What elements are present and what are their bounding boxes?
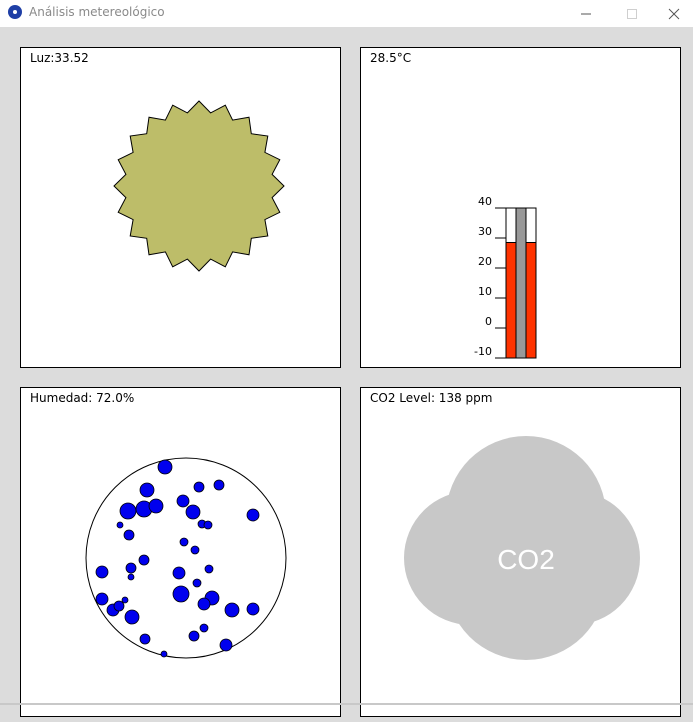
water-drop — [172, 566, 186, 580]
maximize-button[interactable] — [609, 0, 655, 27]
thermometer-core — [515, 207, 527, 359]
tick-label: 0 — [485, 315, 492, 328]
temperature-label: 28.5°C — [370, 51, 412, 65]
tick-label: 40 — [478, 195, 492, 208]
window-title: Análisis metereológico — [29, 5, 165, 19]
title-bar: Análisis metereológico — [0, 0, 693, 27]
light-label: Luz:33.52 — [30, 51, 89, 65]
water-drop — [190, 545, 200, 555]
water-drop — [224, 602, 240, 618]
water-drop — [197, 597, 211, 611]
close-button[interactable] — [654, 0, 693, 27]
window-bottom-edge — [0, 703, 693, 705]
tick-label: 20 — [478, 255, 492, 268]
water-drop — [123, 529, 135, 541]
water-drop — [246, 602, 260, 616]
app-icon — [8, 5, 22, 19]
water-drop — [199, 623, 209, 633]
water-drop — [125, 562, 137, 574]
water-drop — [121, 596, 129, 604]
maximize-icon — [627, 8, 637, 19]
humidity-label: Humedad: 72.0% — [30, 391, 135, 405]
tick-label: 10 — [478, 285, 492, 298]
water-drop — [119, 502, 137, 520]
water-drop — [139, 633, 151, 645]
water-drop — [95, 592, 109, 606]
water-drop — [113, 600, 125, 612]
sun-icon — [113, 100, 285, 272]
humidity-panel: Humedad: 72.0% — [20, 387, 341, 717]
water-drop — [160, 650, 168, 658]
water-drop — [127, 573, 135, 581]
water-drop — [192, 578, 202, 588]
water-drop — [138, 554, 150, 566]
water-drop — [213, 479, 225, 491]
co2-panel: CO2 Level: 138 ppm CO2 — [360, 387, 681, 717]
water-drop — [139, 482, 155, 498]
close-icon — [668, 8, 679, 19]
water-drop — [116, 521, 124, 529]
water-drop — [176, 494, 190, 508]
light-canvas — [113, 100, 285, 272]
minimize-button[interactable] — [563, 0, 609, 27]
thermometer-canvas: 40 30 20 10 0 -10 — [474, 195, 537, 359]
water-drop — [148, 498, 164, 514]
humidity-container-circle — [85, 457, 287, 659]
minimize-icon — [581, 13, 591, 14]
light-panel: Luz:33.52 — [20, 47, 341, 368]
water-drop — [193, 481, 205, 493]
water-drop — [246, 508, 260, 522]
water-drop — [204, 564, 214, 574]
water-drop — [203, 520, 213, 530]
water-drop — [188, 630, 200, 642]
water-drop — [95, 565, 109, 579]
water-drop — [157, 459, 173, 475]
co2-label: CO2 Level: 138 ppm — [370, 391, 493, 405]
co2-canvas: CO2 — [404, 436, 640, 660]
water-drop — [179, 537, 189, 547]
cloud-icon — [404, 436, 640, 660]
co2-cloud-text: CO2 — [497, 544, 555, 575]
water-drop — [219, 638, 233, 652]
temperature-panel: 28.5°C 40 30 20 10 0 -10 — [360, 47, 681, 368]
tick-label: -10 — [474, 345, 492, 358]
water-drop — [124, 609, 140, 625]
humidity-canvas — [85, 457, 287, 659]
water-drop — [172, 585, 190, 603]
tick-label: 30 — [478, 225, 492, 238]
water-drop — [185, 504, 201, 520]
